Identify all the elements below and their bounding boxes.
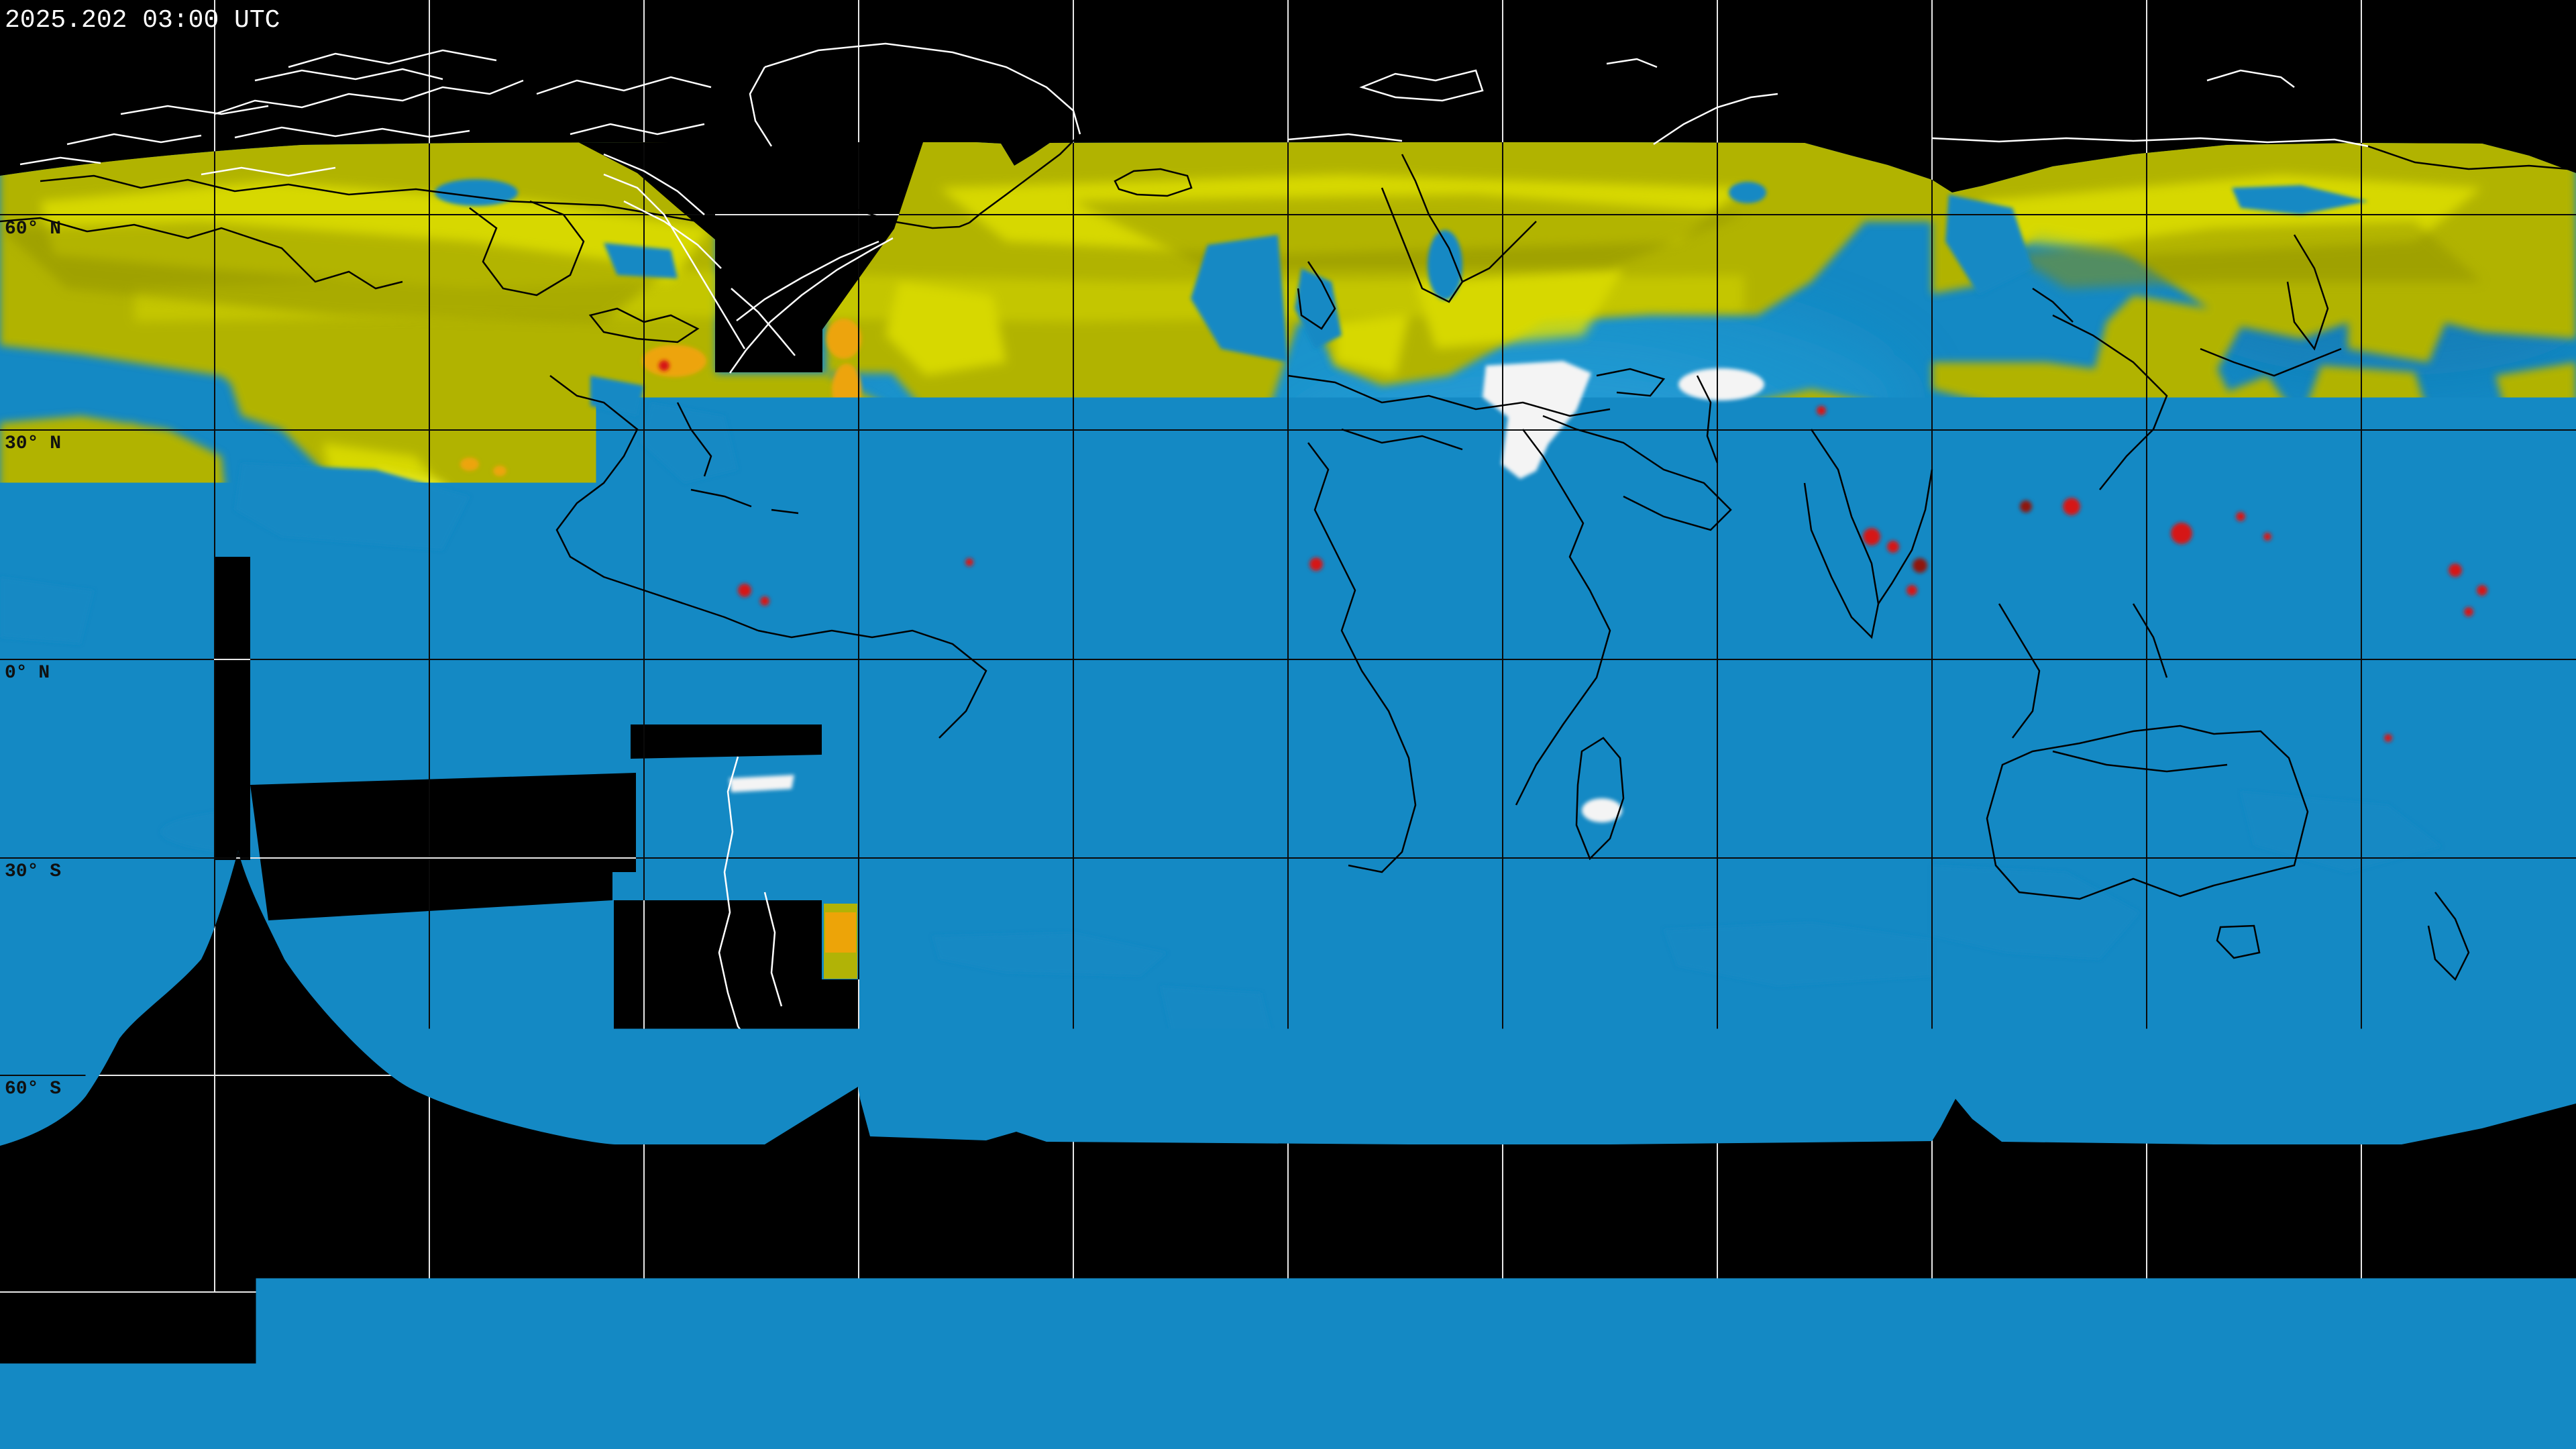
- svg-text:2025.202 03:00 UTC: 2025.202 03:00 UTC: [5, 6, 280, 35]
- svg-text:310: 310: [1829, 1347, 1875, 1376]
- svg-text:30° S: 30° S: [5, 861, 61, 882]
- svg-text:190: 190: [783, 1347, 828, 1376]
- svg-text:270: 270: [1481, 1347, 1526, 1376]
- svg-text:280: 280: [1568, 1347, 1613, 1376]
- svg-text:60° N: 60° N: [5, 219, 61, 239]
- svg-text:200: 200: [870, 1347, 916, 1376]
- svg-text:230: 230: [1132, 1347, 1177, 1376]
- svg-text:180: 180: [696, 1347, 741, 1376]
- svg-text:Brightness Temperature in 6.75: Brightness Temperature in 6.75um, Kelvin: [958, 1381, 1618, 1412]
- svg-text:0° N: 0° N: [5, 663, 50, 684]
- svg-text:220: 220: [1044, 1347, 1090, 1376]
- svg-text:290: 290: [1655, 1347, 1701, 1376]
- svg-text:30° N: 30° N: [5, 433, 61, 454]
- svg-text:210: 210: [957, 1347, 1003, 1376]
- svg-text:60° S: 60° S: [5, 1079, 61, 1099]
- svg-text:250: 250: [1306, 1347, 1352, 1376]
- svg-text:240: 240: [1219, 1347, 1265, 1376]
- svg-text:260: 260: [1393, 1347, 1439, 1376]
- svg-text:300: 300: [1742, 1347, 1788, 1376]
